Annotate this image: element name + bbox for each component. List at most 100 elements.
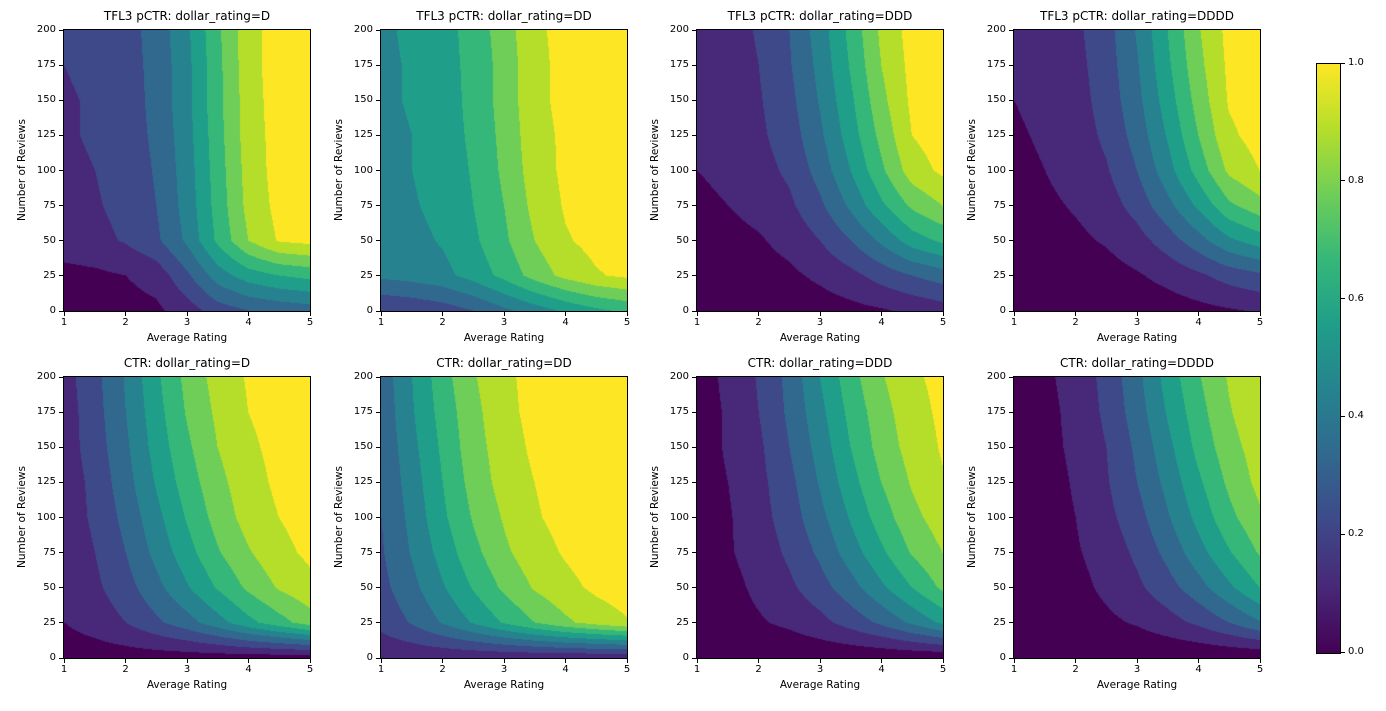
y-axis-label: Number of Reviews (649, 466, 661, 568)
colorbar-tick-mark (1341, 298, 1345, 300)
y-tick-mark (59, 411, 63, 413)
y-tick-mark (1009, 240, 1013, 242)
x-tick-mark (758, 312, 759, 316)
y-tick-mark (376, 411, 380, 413)
y-tick-mark (692, 376, 696, 378)
x-tick-mark (696, 659, 698, 663)
y-tick-mark (692, 205, 696, 207)
y-tick-mark (1009, 446, 1013, 448)
x-tick-mark (819, 312, 821, 316)
y-tick-mark (692, 446, 696, 448)
y-tick-mark (692, 310, 696, 312)
y-tick-mark (1009, 64, 1013, 66)
y-tick-label: 150 (353, 441, 373, 453)
colorbar-tick-mark (1341, 180, 1345, 182)
y-tick-mark (59, 481, 63, 483)
subplot-tfl3-pctr-dd: TFL3 pCTR: dollar_rating=DD Number of Re… (333, 9, 630, 344)
y-tick-mark (59, 446, 63, 448)
y-tick-label: 50 (43, 581, 56, 593)
y-axis-label: Number of Reviews (649, 119, 661, 221)
y-tick-mark (59, 310, 63, 312)
y-tick-label: 200 (36, 24, 56, 35)
x-tick-label: 3 (1133, 664, 1141, 675)
x-tick-label: 4 (245, 317, 252, 328)
subplot-tfl3-pctr-d: TFL3 pCTR: dollar_rating=D Number of Rev… (16, 9, 313, 344)
x-tick-mark (1198, 659, 1199, 663)
y-tick-mark (692, 587, 696, 589)
y-tick-label: 150 (353, 94, 373, 106)
y-tick-mark (692, 99, 696, 101)
y-tick-label: 200 (986, 371, 1006, 382)
y-tick-mark (692, 29, 696, 31)
x-tick-label: 5 (623, 317, 631, 328)
y-tick-label: 175 (353, 59, 373, 71)
y-axis-label: Number of Reviews (966, 466, 978, 568)
colorbar-tick-label: 0.6 (1348, 292, 1364, 304)
x-tick-label: 5 (623, 664, 631, 675)
x-tick-mark (881, 312, 882, 316)
x-tick-label: 2 (439, 664, 446, 675)
y-tick-mark (1009, 481, 1013, 483)
x-tick-label: 4 (562, 664, 569, 675)
colorbar-gradient (1316, 63, 1341, 654)
x-tick-mark (1136, 312, 1138, 316)
y-tick-label: 0 (682, 305, 689, 316)
contour-plot-canvas (64, 30, 310, 311)
y-tick-mark (692, 622, 696, 624)
x-tick-label: 4 (245, 664, 252, 675)
y-tick-label: 50 (360, 581, 373, 593)
y-tick-mark (376, 64, 380, 66)
y-tick-label: 25 (360, 616, 373, 628)
x-tick-label: 2 (755, 317, 762, 328)
x-tick-label: 1 (377, 317, 385, 328)
x-tick-label: 4 (878, 664, 885, 675)
x-tick-label: 1 (693, 664, 701, 675)
x-axis-label: Average Rating (463, 332, 545, 344)
y-tick-mark (59, 99, 63, 101)
plot-title: CTR: dollar_rating=D (123, 356, 251, 370)
y-tick-mark (1009, 622, 1013, 624)
x-axis-label: Average Rating (146, 332, 228, 344)
x-tick-label: 5 (1256, 317, 1264, 328)
plot-title: TFL3 pCTR: dollar_rating=DDD (727, 9, 913, 23)
colorbar: 0.0 0.2 0.4 0.6 0.8 1.0 (1316, 57, 1364, 657)
y-tick-label: 25 (676, 269, 689, 281)
x-tick-label: 2 (122, 317, 129, 328)
y-tick-label: 150 (669, 94, 689, 106)
y-tick-mark (692, 517, 696, 518)
y-tick-mark (59, 552, 63, 554)
y-tick-mark (692, 481, 696, 483)
y-tick-label: 0 (366, 305, 373, 316)
plot-title: TFL3 pCTR: dollar_rating=D (103, 9, 271, 23)
x-tick-label: 2 (1072, 664, 1079, 675)
y-tick-mark (376, 134, 380, 136)
x-tick-mark (942, 312, 944, 316)
y-tick-mark (59, 517, 63, 518)
x-tick-label: 3 (500, 664, 508, 675)
y-tick-mark (1009, 275, 1013, 277)
y-tick-mark (376, 552, 380, 554)
y-tick-mark (59, 657, 63, 659)
x-tick-label: 1 (60, 664, 68, 675)
y-tick-mark (1009, 310, 1013, 312)
x-axis-label: Average Rating (779, 332, 861, 344)
y-tick-mark (376, 275, 380, 277)
x-tick-mark (1013, 312, 1015, 316)
x-tick-mark (1013, 659, 1015, 663)
y-tick-label: 175 (36, 59, 56, 71)
y-tick-label: 25 (43, 616, 56, 628)
y-tick-mark (59, 275, 63, 277)
y-tick-mark (59, 134, 63, 136)
y-tick-mark (1009, 29, 1013, 31)
y-tick-mark (692, 170, 696, 171)
colorbar-tick-mark (1341, 651, 1345, 653)
y-tick-label: 0 (49, 652, 56, 663)
x-tick-mark (309, 659, 311, 663)
y-tick-mark (376, 587, 380, 589)
y-axis-label: Number of Reviews (16, 466, 28, 568)
y-tick-label: 200 (36, 371, 56, 382)
y-axis-label: Number of Reviews (333, 466, 345, 568)
x-tick-mark (565, 312, 566, 316)
y-tick-mark (692, 275, 696, 277)
y-tick-label: 0 (366, 652, 373, 663)
